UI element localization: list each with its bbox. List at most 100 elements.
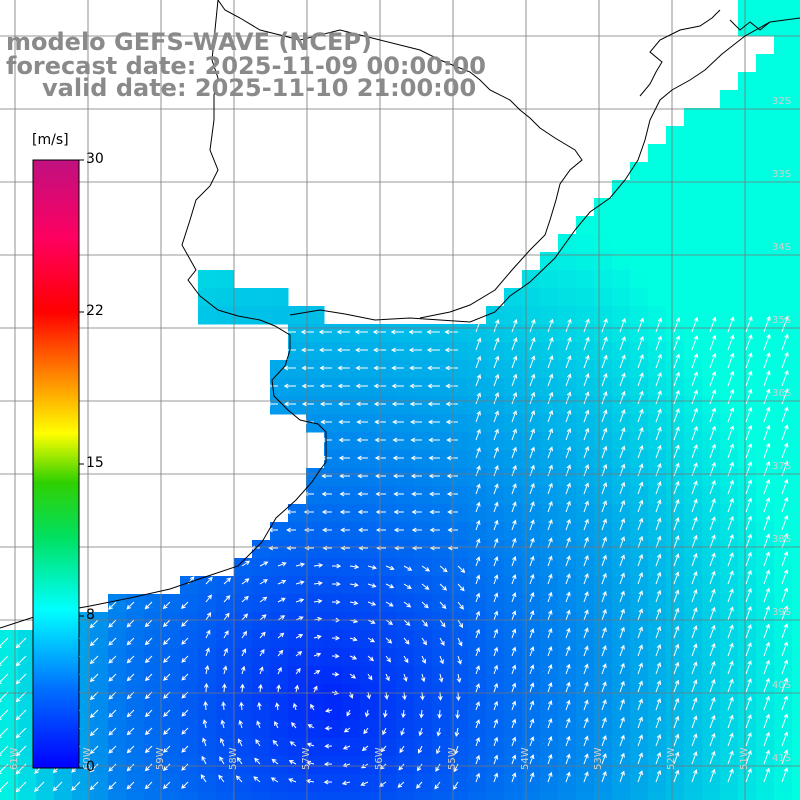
wind-arrow [493,337,500,351]
wind-arrow [547,591,553,603]
wind-cell [450,522,469,541]
wind-cell [702,540,721,559]
wind-arrow [547,391,554,405]
wind-cell [720,756,739,775]
lon-label: 53W [593,747,604,770]
wind-arrow [428,455,440,461]
wind-cell [756,252,775,271]
wind-arrow [511,610,517,621]
wind-arrow [619,662,625,675]
wind-arrow [781,369,789,387]
wind-cell [342,396,361,415]
wind-arrow [435,763,441,772]
wind-cell [612,360,631,379]
wind-cell [522,648,541,667]
wind-arrow [446,437,458,443]
wind-cell [756,216,775,235]
wind-arrow [475,483,481,495]
wind-cell [468,522,487,541]
wind-cell [666,396,685,415]
wind-cell [684,648,703,667]
wind-arrow [475,628,481,639]
wind-arrow [411,527,422,533]
wind-cell [504,738,523,757]
wind-cell [792,450,800,469]
wind-cell [720,234,739,253]
wind-cell [756,486,775,505]
wind-arrow [637,734,644,747]
wind-arrow [529,446,535,459]
wind-arrow [181,745,189,753]
wind-cell [180,720,199,739]
wind-arrow [403,637,410,645]
wind-arrow [374,419,386,425]
wind-arrow [313,685,318,693]
wind-cell [414,324,433,343]
wind-arrow [421,601,429,609]
wind-cell [180,756,199,775]
wind-cell [270,594,289,613]
colorbar-tick-8: 8 [86,607,95,623]
wind-arrow [781,713,789,729]
wind-arrow [763,767,770,783]
wind-cell [630,738,649,757]
wind-arrow [295,562,306,568]
wind-cell [558,324,577,343]
wind-arrow [221,701,226,711]
wind-cell [630,414,649,433]
wind-arrow [565,427,572,441]
wind-cell [612,612,631,631]
wind-cell [738,612,757,631]
wind-cell [594,522,613,541]
wind-cell [540,792,559,800]
wind-arrow [763,749,770,765]
wind-arrow [655,517,662,531]
wind-arrow [709,588,716,603]
wind-arrow [781,641,789,657]
wind-cell [432,450,451,469]
wind-arrow [52,781,63,792]
wind-arrow [547,482,553,495]
wind-arrow [601,590,607,603]
wind-cell [648,234,667,253]
wind-arrow [421,655,427,664]
wind-arrow [691,751,698,765]
wind-arrow [691,679,698,693]
wind-arrow [547,717,553,729]
wind-arrow [398,763,405,771]
wind-arrow [637,553,644,567]
wind-cell [702,270,721,289]
wind-arrow [337,401,350,407]
wind-cell [468,540,487,559]
wind-arrow [619,608,625,621]
wind-arrow [475,574,481,585]
wind-cell [486,396,505,415]
valid-date: valid date: 2025-11-10 21:00:00 [42,74,477,102]
wind-cell [648,216,667,235]
wind-cell [486,738,505,757]
wind-cell [738,162,757,181]
wind-cell [666,288,685,307]
wind-arrow [619,517,626,531]
wind-arrow [313,598,323,604]
wind-cell [792,540,800,559]
wind-arrow [745,315,753,333]
wind-cell [504,702,523,721]
wind-arrow [439,601,447,610]
wind-arrow [419,709,424,719]
wind-cell [468,720,487,739]
wind-arrow [409,383,422,389]
wind-cell [396,504,415,523]
wind-arrow [108,601,117,610]
wind-cell [738,702,757,721]
wind-cell [684,450,703,469]
wind-cell [126,612,145,631]
wind-arrow [547,699,553,711]
wind-arrow [163,727,171,735]
wind-cell [18,720,37,739]
wind-cell [216,270,235,289]
wind-arrow [181,727,189,735]
wind-cell [684,558,703,577]
wind-arrow [727,552,734,567]
wind-arrow [307,724,315,729]
